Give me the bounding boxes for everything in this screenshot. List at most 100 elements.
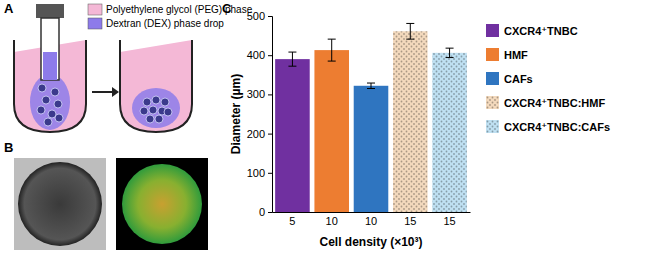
error-bar-line [449,48,450,57]
cell [152,96,160,104]
cell [143,98,151,106]
cell [164,108,172,116]
tick-label: 10 [326,215,338,227]
error-bar-cap [406,23,414,24]
axis-line [273,212,471,213]
error-bar-cap [446,48,454,49]
diagram-key-label: Dextran (DEX) phase drop [106,18,224,29]
tick-mark [268,94,272,95]
error-bar-line [371,83,372,88]
spheroid [122,164,202,244]
fluorescence-image [116,158,208,250]
cell [37,106,45,114]
legend-swatch [486,120,499,133]
cell [51,88,59,96]
cell [140,107,148,115]
y-axis-title: Diameter (µm) [229,74,243,154]
arrow-head [112,87,119,97]
error-bar [406,23,414,39]
error-bar-line [331,39,332,61]
error-bar-cap [406,39,414,40]
tick-mark [268,212,272,213]
tick: 10 [365,215,377,227]
error-bar-cap [367,83,375,84]
x-axis: 5 10 10 15 15 [273,213,471,227]
error-bar [288,52,296,66]
error-bar-cap [328,61,336,62]
cell [38,84,46,92]
error-bar [328,39,336,61]
tick-label: 15 [443,215,455,227]
legend: CXCR4⁺TNBC HMF CAFs CXCR4⁺TNBC:HMF CXCR4⁺TNB… [486,24,610,133]
error-bar-line [292,52,293,66]
bar [354,86,389,212]
cell [44,118,52,126]
legend-label: CXCR4⁺TNBC:HMF [504,97,605,109]
tick-mark [268,55,272,56]
tick: 300 [247,88,272,100]
well-fill [120,40,192,132]
tick-label: 300 [247,88,265,100]
tick: 100 [247,167,272,179]
panel-label: A [4,1,14,16]
tick-mark [268,134,272,135]
legend-swatch [486,24,499,37]
diagram: Polyethylene glycol (PEG) phase Dextran (… [14,4,253,132]
bar [314,50,349,212]
images [14,158,208,250]
error-bar-cap [446,57,454,58]
tick-label: 5 [289,215,295,227]
pipette [41,18,59,80]
diagram-key-swatch [88,18,102,29]
dex-drop [30,74,70,130]
well [14,40,86,132]
y-axis: 0 100 200 300 400 500 [247,10,273,218]
legend-swatch [486,48,499,61]
error-bar-cap [328,39,336,40]
pipette-liquid [43,52,57,80]
well-fill [14,40,86,132]
bar [432,53,467,212]
error-bar-cap [288,52,296,53]
arrow [92,91,112,93]
plot-area [275,23,467,212]
tick: 200 [247,128,272,140]
tick-label: 200 [247,128,265,140]
axis-line [268,17,273,213]
tick: 400 [247,49,272,61]
cell [161,98,169,106]
error-bar-line [410,23,411,39]
diagram-key-swatch [88,4,102,15]
brightfield-image [14,158,106,250]
tick: 15 [404,215,416,227]
legend-label: CXCR4⁺TNBC [504,25,578,37]
x-axis-title: Cell density (×10³) [319,235,422,249]
tick: 0 [259,206,272,218]
legend-entry: CXCR4⁺TNBC:HMF [486,96,605,109]
legend-label: CXCR4⁺TNBC:CAFs [504,121,610,133]
tick-label: 0 [259,206,265,218]
tick-label: 10 [365,215,377,227]
legend-swatch [486,72,499,85]
well [120,40,192,132]
tick-label: 100 [247,167,265,179]
spheroid [18,162,102,246]
dex-drop [132,88,180,128]
legend-entry: CXCR4⁺TNBC:CAFs [486,120,610,133]
tick-mark [268,16,272,17]
tick: 10 [326,215,338,227]
cell [55,114,63,122]
legend-entry: CXCR4⁺TNBC [486,24,578,37]
cell [149,106,157,114]
cell [155,115,163,123]
tick: 5 [289,215,295,227]
error-bar-cap [288,66,296,67]
tick-label: 500 [247,10,265,22]
legend-entry: HMF [486,48,528,61]
error-bar [446,48,454,57]
legend-label: CAFs [504,73,533,85]
tick-label: 15 [404,215,416,227]
cell [146,115,154,123]
diagram-key-label: Polyethylene glycol (PEG) phase [106,4,253,15]
legend-entry: CAFs [486,72,533,85]
